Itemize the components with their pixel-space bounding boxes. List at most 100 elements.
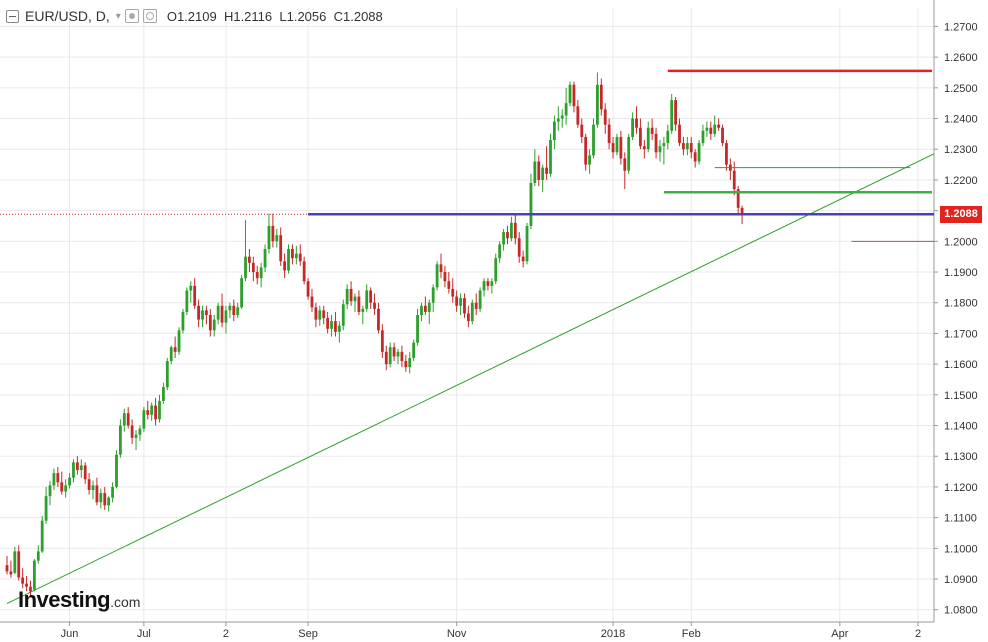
candle-body xyxy=(404,361,408,368)
candle-body xyxy=(416,315,419,343)
open-label: O xyxy=(166,8,177,24)
candle-body xyxy=(435,264,439,288)
candle-body xyxy=(248,256,251,263)
ohlc-readout: O1.2109 H1.2116 L1.2056 C1.2088 xyxy=(167,9,383,24)
x-tick-label: Apr xyxy=(831,628,848,640)
candle-body xyxy=(115,454,118,487)
candle-body xyxy=(212,319,216,331)
candle-body xyxy=(619,136,623,159)
close-value: 1.2088 xyxy=(343,8,383,24)
candle-body xyxy=(68,477,71,486)
chart-header: EUR/USD, D, ▾ O1.2109 H1.2116 L1.2056 C1… xyxy=(6,8,383,24)
x-tick-label: Sep xyxy=(298,628,318,640)
candle-body xyxy=(240,278,243,308)
candle-body xyxy=(662,143,666,147)
candle-body xyxy=(553,121,556,141)
candle-body xyxy=(255,272,259,279)
candle-body xyxy=(330,321,333,329)
candle-body xyxy=(48,485,52,497)
collapse-icon[interactable] xyxy=(6,9,19,23)
candle-body xyxy=(584,136,588,165)
candle-body xyxy=(627,136,631,171)
candle-body xyxy=(486,281,490,286)
candle-body xyxy=(185,290,189,312)
candle-body xyxy=(642,146,646,150)
chevron-down-icon[interactable]: ▾ xyxy=(115,10,121,22)
candle-body xyxy=(392,347,396,357)
candle-body xyxy=(721,127,724,144)
gear-icon[interactable] xyxy=(142,9,157,23)
x-tick-label: Nov xyxy=(447,628,467,640)
candle-body xyxy=(150,405,154,415)
candle-body xyxy=(36,551,40,561)
candle-body xyxy=(271,225,275,242)
eye-icon[interactable] xyxy=(124,9,139,23)
candle-body xyxy=(693,152,697,162)
candle-body xyxy=(334,321,337,332)
candle-body xyxy=(205,310,208,315)
candle-body xyxy=(165,361,169,388)
candle-body xyxy=(244,256,247,279)
candle-body xyxy=(455,296,459,306)
x-tick-label: 2 xyxy=(915,628,921,640)
candle-body xyxy=(232,305,236,315)
y-tick-label: 1.2400 xyxy=(944,114,978,126)
candle-body xyxy=(541,167,545,180)
investing-logo: Investing.com xyxy=(18,587,140,613)
candle-body xyxy=(267,225,271,249)
candle-body xyxy=(169,347,173,362)
candle-body xyxy=(678,124,681,144)
candle-body xyxy=(302,261,306,282)
candle-body xyxy=(25,583,28,587)
candle-body xyxy=(216,305,220,320)
candle-body xyxy=(603,109,607,125)
symbol-label[interactable]: EUR/USD, D, xyxy=(25,8,110,24)
candle-body xyxy=(291,248,294,259)
candle-body xyxy=(95,485,99,503)
y-tick-label: 1.1500 xyxy=(944,390,978,402)
candle-body xyxy=(5,565,9,572)
candle-body xyxy=(91,485,95,490)
candle-body xyxy=(162,387,165,401)
candle-body xyxy=(52,473,56,486)
candle-body xyxy=(369,290,373,303)
candle-body xyxy=(373,302,376,309)
low-label: L xyxy=(279,8,287,24)
candle-body xyxy=(697,143,701,162)
candle-body xyxy=(314,307,318,320)
y-tick-label: 1.0900 xyxy=(944,574,978,586)
candle-body xyxy=(349,288,353,302)
candle-body xyxy=(521,256,525,262)
y-tick-label: 1.1000 xyxy=(944,543,978,555)
candle-body xyxy=(21,577,25,584)
candle-body xyxy=(470,302,474,322)
candle-body xyxy=(494,258,498,282)
y-tick-label: 1.1100 xyxy=(944,513,977,525)
candle-body xyxy=(599,84,603,110)
y-tick-label: 1.1800 xyxy=(944,298,978,310)
candle-body xyxy=(357,296,361,312)
candle-body xyxy=(377,308,380,331)
y-tick-label: 1.2500 xyxy=(944,83,978,95)
candle-body xyxy=(189,285,193,291)
y-tick-label: 1.2000 xyxy=(944,236,978,248)
candle-body xyxy=(408,357,412,368)
candle-body xyxy=(263,248,267,268)
candle-body xyxy=(513,222,517,239)
candle-body xyxy=(685,143,689,150)
candle-body xyxy=(427,302,431,312)
candle-body xyxy=(596,84,599,125)
high-label: H xyxy=(223,8,234,24)
candle-body xyxy=(490,281,494,286)
candle-body xyxy=(717,124,721,128)
candle-body xyxy=(134,434,138,438)
candle-body xyxy=(345,288,349,305)
candle-body xyxy=(635,118,638,128)
candle-body xyxy=(9,571,13,575)
candle-body xyxy=(443,272,447,282)
candle-body xyxy=(482,281,486,291)
trend-line xyxy=(6,153,935,605)
candle-body xyxy=(103,493,107,506)
